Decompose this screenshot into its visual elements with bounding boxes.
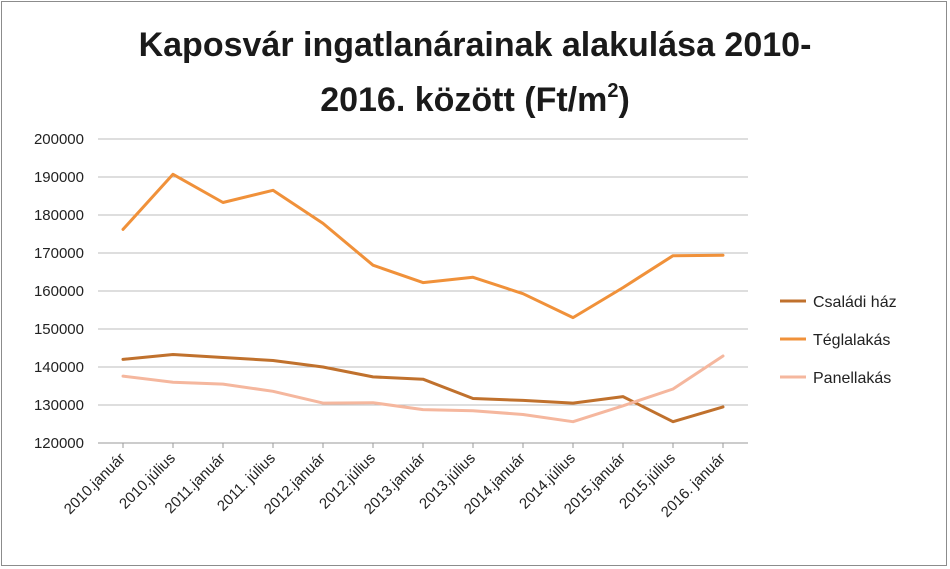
chart-title-line1: Kaposvár ingatlanárainak alakulása 2010-: [138, 26, 812, 64]
legend-label: Téglalakás: [813, 332, 890, 349]
y-tick-label: 180000: [34, 207, 84, 224]
chart-title-line2-end: ): [618, 81, 630, 119]
x-tick-label: 2010.január: [61, 450, 129, 518]
y-tick-label: 190000: [34, 169, 84, 186]
chart-title: Kaposvár ingatlanárainak alakulása 2010-…: [0, 22, 950, 123]
y-tick-label: 130000: [34, 397, 84, 414]
legend-label: Panellakás: [813, 370, 891, 387]
y-tick-label: 150000: [34, 321, 84, 338]
y-tick-label: 170000: [34, 245, 84, 262]
y-tick-label: 160000: [34, 283, 84, 300]
legend: Családi ház Téglalakás Panellakás: [780, 294, 897, 387]
y-tick-label: 200000: [34, 131, 84, 148]
y-tick-label: 140000: [34, 359, 84, 376]
series-lines: [121, 172, 725, 424]
series-line: [121, 353, 725, 424]
chart-title-superscript: 2: [607, 80, 619, 102]
series-line: [121, 354, 725, 424]
series-line: [121, 172, 725, 320]
chart-title-line2: 2016. között (Ft/m2): [0, 68, 950, 123]
y-tick-label: 120000: [34, 435, 84, 452]
y-axis-tick-labels: 120000 130000 140000 150000 160000 170000 1800…: [34, 131, 84, 452]
legend-label: Családi ház: [813, 294, 897, 311]
chart-title-line2-main: 2016. között (Ft/m: [320, 81, 608, 119]
